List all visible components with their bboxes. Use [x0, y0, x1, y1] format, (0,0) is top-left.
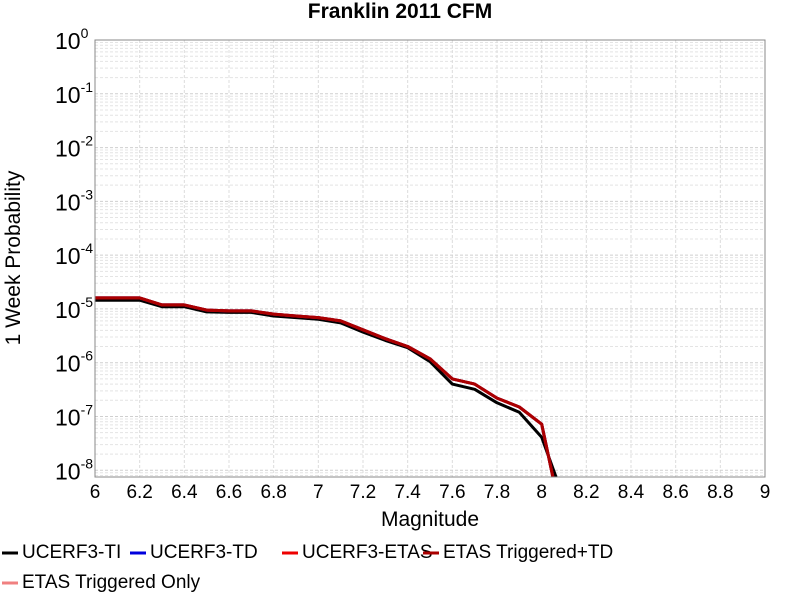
- y-tick-base: 10: [55, 136, 81, 162]
- y-tick-label: 10-2: [55, 133, 93, 162]
- x-tick-label: 6.4: [171, 482, 198, 503]
- y-tick-base: 10: [55, 189, 81, 215]
- x-tick-label: 6: [90, 482, 101, 503]
- y-tick-base: 10: [55, 82, 81, 108]
- y-tick-base: 10: [55, 28, 81, 54]
- y-tick-exponent: -6: [81, 348, 94, 364]
- x-tick-label: 7: [313, 482, 324, 503]
- legend-label: ETAS Triggered Only: [22, 572, 201, 593]
- grid: [94, 39, 766, 477]
- x-tick-label: 6.2: [126, 482, 152, 503]
- y-tick-base: 10: [55, 404, 81, 430]
- y-tick-exponent: -1: [81, 79, 94, 95]
- plot-lines: [95, 296, 558, 477]
- x-tick-label: 7.8: [484, 482, 510, 503]
- x-tick-label: 9: [760, 482, 771, 503]
- plot-frame: [94, 39, 766, 478]
- y-tick-label: 10-1: [55, 79, 93, 108]
- y-tick-exponent: -8: [81, 455, 94, 471]
- y-tick-base: 10: [55, 351, 81, 377]
- x-tick-label: 6.6: [216, 482, 242, 503]
- legend: UCERF3-TI UCERF3-TD UCERF3-ETAS ETAS Trigge…: [2, 542, 613, 593]
- x-tick-label: 8: [536, 482, 547, 503]
- ticks: 6 6.2 6.4 6.6 6.8 7 7.2 7.4 7.6 7.8 8 8.2 8.4 8.6 8.8 9…: [55, 25, 770, 503]
- legend-label: UCERF3-TD: [150, 542, 258, 563]
- y-tick-base: 10: [55, 458, 81, 484]
- legend-label: UCERF3-ETAS: [302, 542, 433, 563]
- x-tick-label: 7.2: [350, 482, 376, 503]
- legend-label: ETAS Triggered+TD: [443, 542, 613, 563]
- legend-label: UCERF3-TI: [22, 542, 121, 563]
- x-tick-label: 8.8: [707, 482, 733, 503]
- y-tick-label: 100: [55, 25, 89, 54]
- chart-title: Franklin 2011 CFM: [308, 0, 492, 23]
- series-line: [95, 298, 558, 477]
- series-line: [95, 296, 555, 477]
- y-tick-exponent: -5: [81, 294, 94, 310]
- x-axis-label: Magnitude: [381, 508, 479, 531]
- y-tick-exponent: -3: [81, 186, 94, 202]
- y-tick-base: 10: [55, 243, 81, 269]
- y-tick-label: 10-5: [55, 294, 93, 323]
- y-tick-label: 10-4: [55, 240, 93, 269]
- x-tick-label: 7.4: [394, 482, 421, 503]
- y-tick-label: 10-3: [55, 186, 93, 215]
- x-tick-label: 8.2: [573, 482, 599, 503]
- y-tick-label: 10-8: [55, 455, 93, 484]
- y-tick-exponent: -2: [81, 133, 94, 149]
- x-tick-label: 6.8: [260, 482, 286, 503]
- x-tick-label: 8.6: [662, 482, 688, 503]
- y-tick-label: 10-7: [55, 401, 93, 430]
- x-tick-label: 8.4: [618, 482, 645, 503]
- y-tick-exponent: -7: [81, 401, 94, 417]
- y-axis-label: 1 Week Probability: [2, 170, 25, 345]
- x-tick-label: 7.6: [439, 482, 465, 503]
- y-tick-base: 10: [55, 297, 81, 323]
- y-tick-exponent: -4: [81, 240, 94, 256]
- y-tick-exponent: 0: [81, 25, 89, 41]
- y-tick-label: 10-6: [55, 348, 93, 377]
